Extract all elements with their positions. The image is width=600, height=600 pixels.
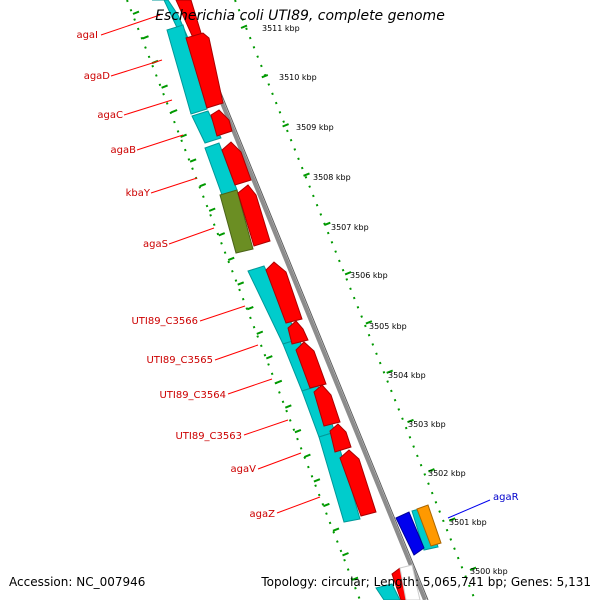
gene-label-UTI89_C3564: UTI89_C3564 [159, 390, 226, 401]
cds-agaV-forward [329, 423, 352, 453]
cds-agaS-forward [237, 184, 271, 247]
topology-label: Topology: [261, 575, 318, 589]
forward-strand-features [175, 0, 419, 600]
track-tick [227, 256, 235, 262]
gene-agaR [395, 511, 425, 556]
tick-label-3510: 3510 kbp [279, 73, 317, 82]
gene-labels: agaI agaD agaC agaB kbaY agaS UTI89_C356… [76, 14, 519, 520]
track-tick [208, 207, 216, 212]
tick-label-3503: 3503 kbp [408, 420, 446, 429]
track-tick [284, 404, 292, 409]
gene-label-agaC: agaC [97, 110, 123, 121]
cds-UTI89_C3564 [318, 431, 361, 523]
track-tick [365, 320, 373, 325]
track-tick [189, 158, 197, 163]
cds-agaB-forward [210, 109, 233, 137]
tick-label-3500: 3500 kbp [470, 567, 508, 576]
track-tick [240, 24, 248, 29]
gene-label-agaV: agaV [231, 464, 257, 475]
track-tick [265, 355, 273, 360]
gene-label-agaB: agaB [111, 145, 137, 156]
track-tick [180, 133, 187, 138]
track-tick [142, 35, 149, 40]
cds-UTI89_C3564-forward [295, 341, 327, 389]
track-tick [323, 221, 331, 227]
right-track-ticks [240, 24, 477, 571]
feature-kbaY [219, 189, 254, 254]
track-tick [218, 232, 226, 237]
genome-title: Escherichia coli UTI89, complete genome [155, 8, 445, 24]
tick-label-3508: 3508 kbp [313, 173, 351, 182]
cds-agaC [191, 110, 222, 144]
genes-value: 5,131 [556, 575, 591, 589]
accession-info: Accession: NC_007946 [9, 575, 145, 589]
track-tick [199, 182, 207, 188]
tick-label-3506: 3506 kbp [350, 271, 388, 280]
gene-label-agaZ: agaZ [250, 509, 276, 520]
track-tick [448, 517, 456, 522]
track-tick [313, 478, 321, 483]
track-tick [386, 369, 394, 374]
track-tick [469, 566, 477, 571]
tick-label-3507: 3507 kbp [331, 223, 369, 232]
track-tick [323, 502, 330, 508]
cds-kbaY-forward [221, 141, 252, 186]
track-tick [261, 73, 269, 79]
track-tick [407, 418, 414, 424]
cds-agaD [166, 24, 208, 115]
genome-summary: Topology: circular; Length: 5,065,741 bp… [261, 575, 591, 589]
gene-label-agaI: agaI [76, 30, 98, 41]
length-label: Length: [373, 575, 420, 589]
tick-label-3509: 3509 kbp [296, 123, 334, 132]
tick-label-3502: 3502 kbp [428, 469, 466, 478]
tick-label-3501: 3501 kbp [449, 518, 487, 527]
cds-agaZ-forward [339, 449, 377, 517]
track-tick [161, 84, 168, 89]
tick-label-3504: 3504 kbp [388, 371, 426, 380]
track-tick [303, 172, 310, 177]
tick-label-3505: 3505 kbp [369, 322, 407, 331]
cds-UTI89_C3565-forward [287, 320, 309, 345]
track-tick [344, 271, 352, 276]
genes-label: Genes: [510, 575, 553, 589]
track-tick [132, 10, 140, 15]
gene-label-kbaY: kbaY [126, 188, 151, 199]
accession-label: Accession: [9, 575, 73, 589]
track-tick [256, 330, 264, 335]
accession-value: NC_007946 [76, 575, 146, 589]
feature-orange [416, 504, 442, 547]
track-tick [351, 576, 359, 581]
length-value: 5,065,741 bp [422, 575, 503, 589]
track-tick [282, 123, 289, 128]
gene-label-UTI89_C3566: UTI89_C3566 [131, 316, 198, 327]
tick-label-3511: 3511 kbp [262, 24, 300, 33]
cds-bottom-reverse [375, 583, 401, 600]
track-tick [275, 379, 283, 385]
track-tick [342, 552, 349, 557]
gene-label-agaS: agaS [143, 239, 168, 250]
cds-agaC-forward [185, 32, 224, 109]
track-tick [294, 428, 302, 434]
feature-white-bottom [399, 564, 421, 600]
gene-label-UTI89_C3563: UTI89_C3563 [175, 431, 242, 442]
track-tick [332, 527, 340, 532]
track-tick [170, 109, 178, 114]
cds-UTI89_C3563-forward [313, 384, 341, 427]
cds-UTI89_C3566-forward [265, 261, 303, 324]
gene-label-agaR: agaR [493, 492, 519, 503]
gene-label-agaD: agaD [84, 71, 111, 82]
track-tick [304, 453, 311, 458]
left-dotted-track [126, 0, 361, 600]
gene-label-UTI89_C3565: UTI89_C3565 [146, 355, 213, 366]
scale-labels: 3511 kbp 3510 kbp 3509 kbp 3508 kbp 3507… [262, 24, 508, 576]
topology-value: circular [321, 575, 366, 589]
track-tick [246, 305, 254, 311]
track-tick [237, 281, 245, 286]
track-tick [428, 468, 435, 473]
left-track-ticks [132, 10, 359, 581]
genome-backbone-shadow [182, 0, 429, 600]
